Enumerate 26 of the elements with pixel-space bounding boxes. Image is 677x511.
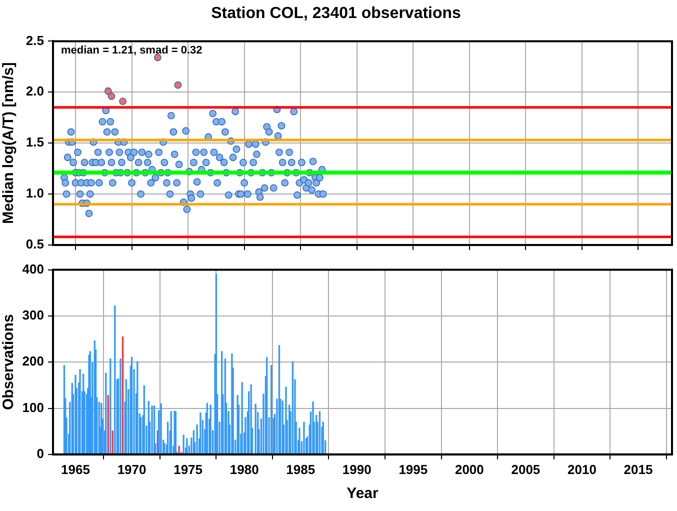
y-tick-label: 2.0 [26,84,44,99]
y-tick-label: 2.5 [26,32,44,48]
y-tick-label: 400 [22,261,44,276]
x-tick-label: 1990 [342,462,372,477]
x-axis-title: Year [346,485,379,502]
y-axis-title: Observations [0,314,18,410]
y-tick-label: 0 [36,446,44,461]
y-tick-label: 1.0 [26,186,44,201]
y-tick-label: 100 [22,400,44,415]
x-tick-label: 1965 [61,462,90,477]
y-tick-label: 0.5 [26,236,44,252]
x-tick-label: 1975 [174,462,203,477]
chart-title: Station COL, 23401 observations [211,5,462,22]
x-tick-label: 2015 [624,462,653,477]
x-tick-label: 1995 [398,462,428,477]
x-tick-label: 2000 [454,462,484,477]
y-tick-label: 300 [22,308,44,323]
x-tick-label: 1970 [117,462,146,477]
x-tick-label: 1980 [230,462,259,477]
y-tick-label: 1.5 [26,134,44,150]
x-tick-label: 2005 [511,462,540,477]
x-tick-label: 2010 [568,462,596,477]
x-tick-label: 1985 [286,462,316,477]
y-axis-title: Median log(A/T) [nm/s] [0,62,18,224]
y-tick-label: 200 [22,354,44,369]
annotation: median = 1.21, smad = 0.32 [61,44,202,57]
